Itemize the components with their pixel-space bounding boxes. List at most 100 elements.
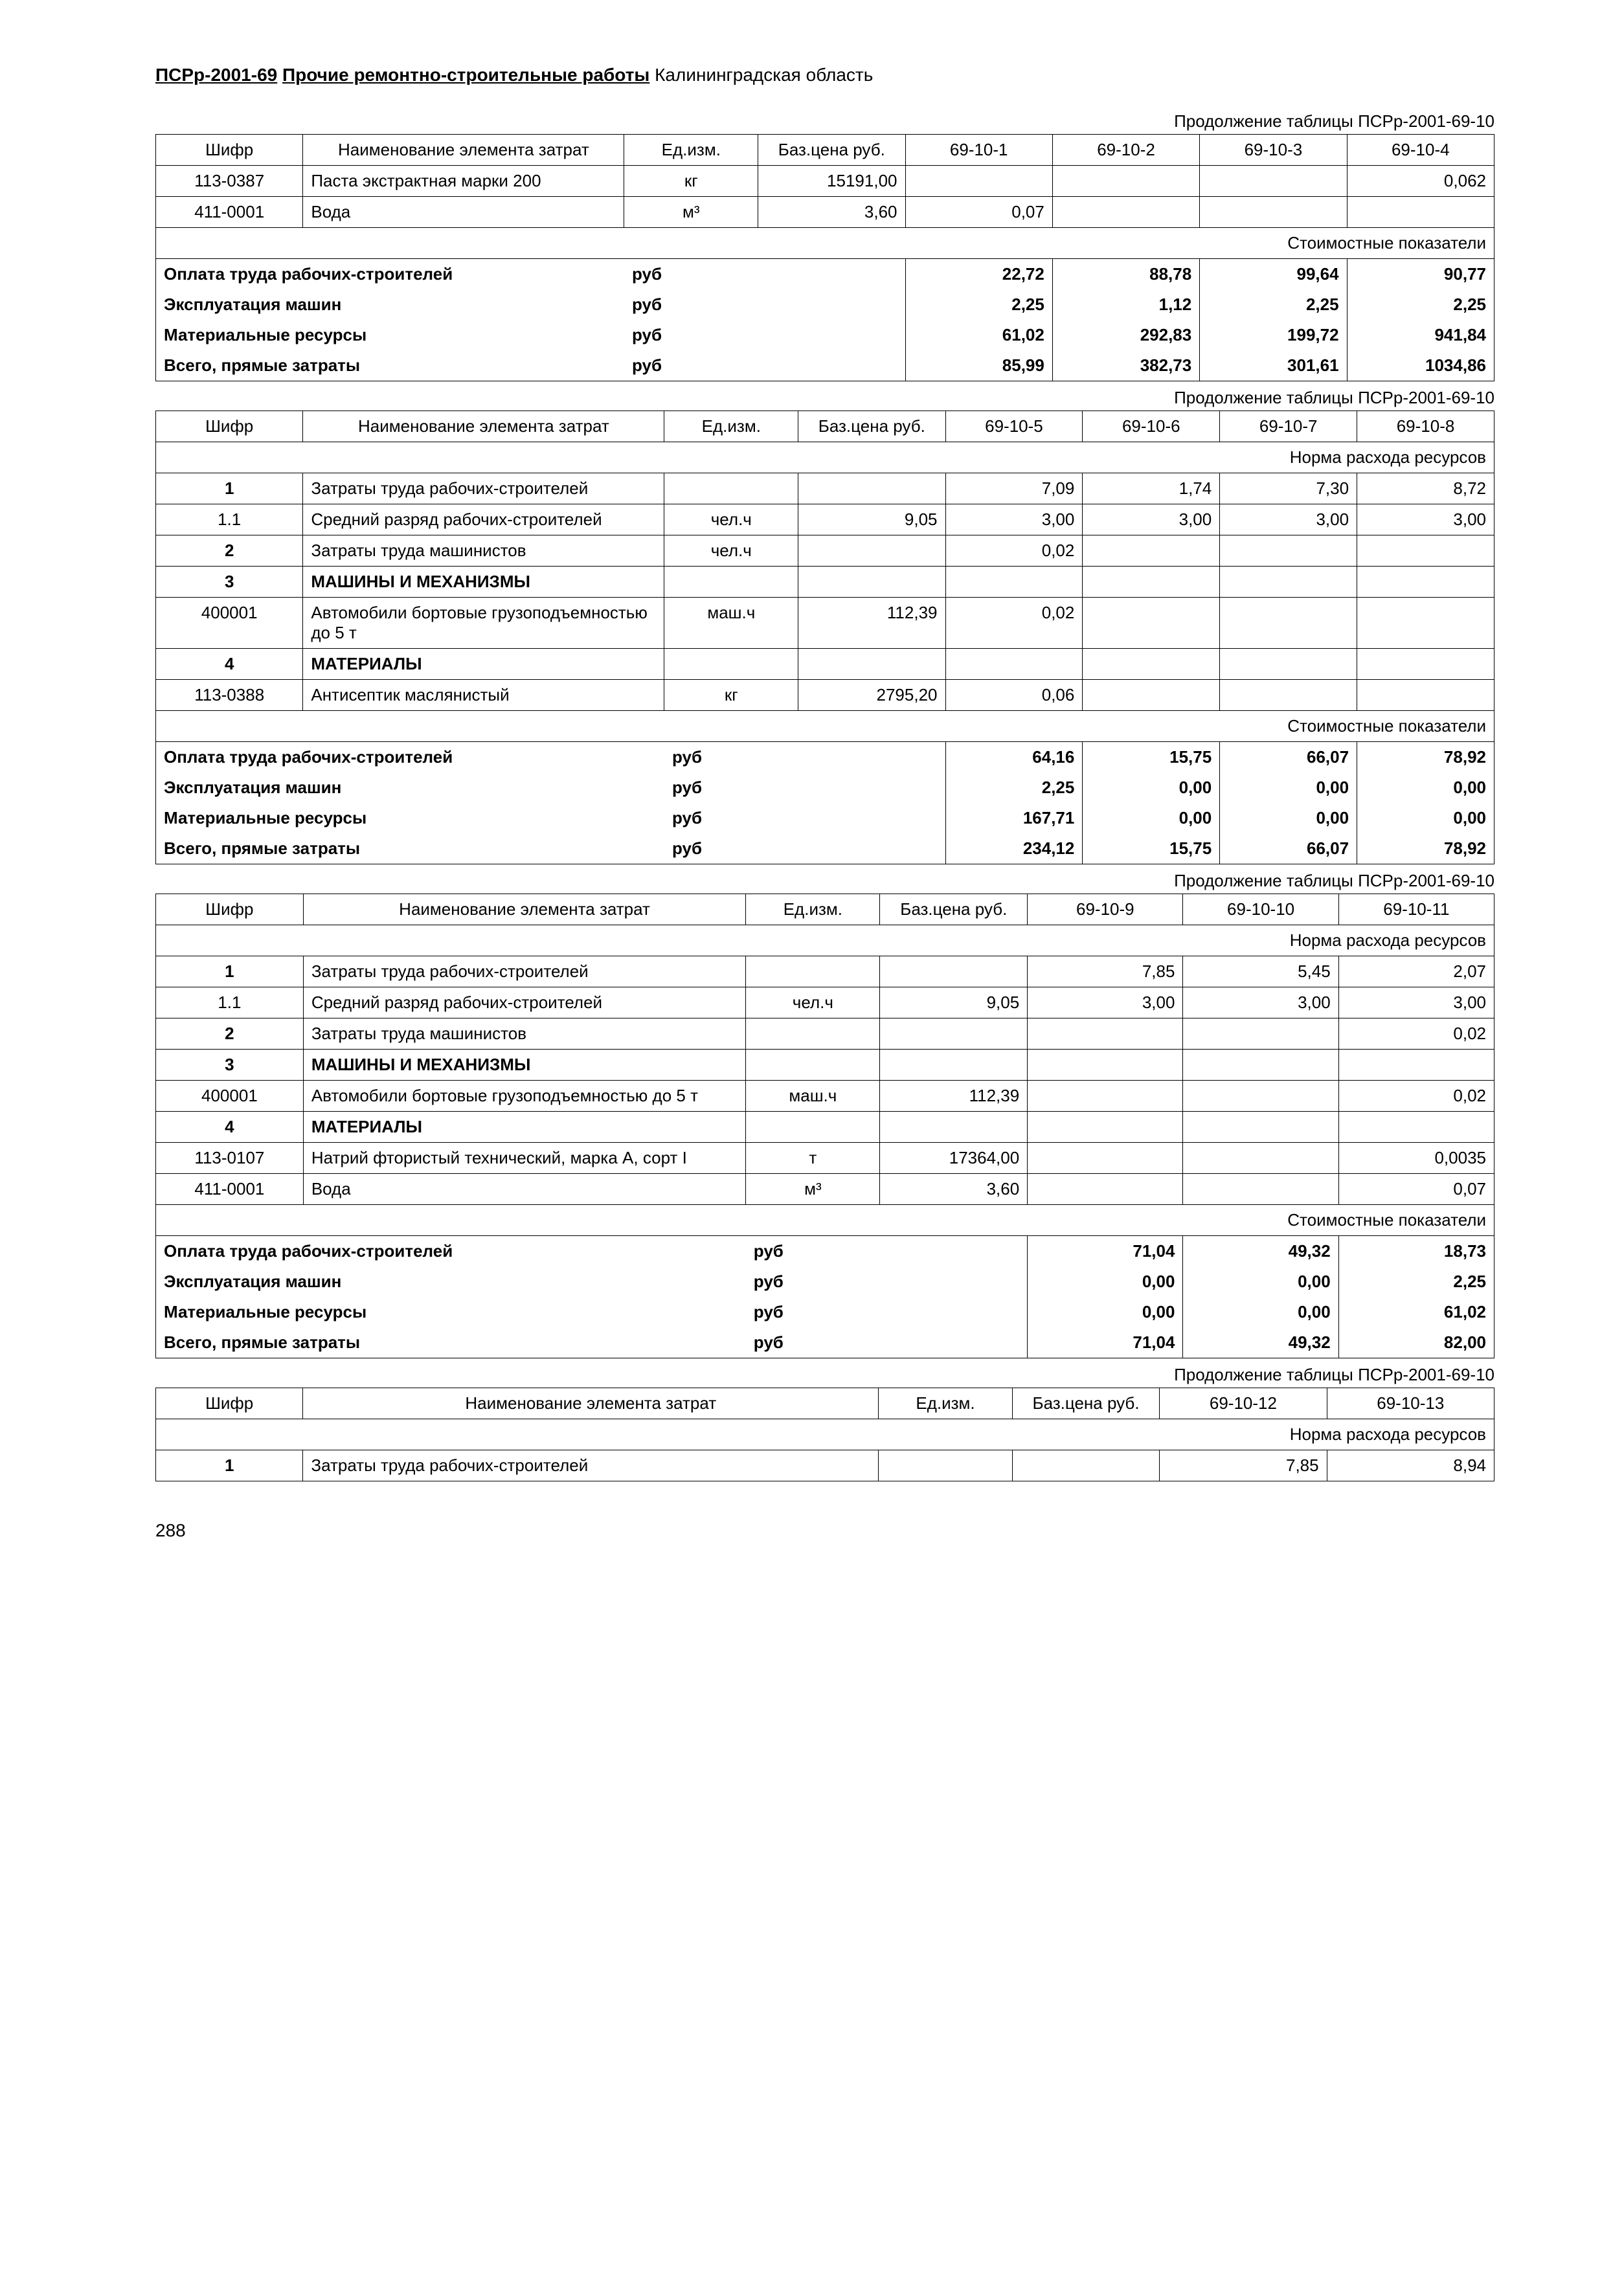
banner-row: Стоимостные показатели [156,711,1494,742]
cell-name: Затраты труда рабочих-строителей [303,473,664,504]
cell-value [1052,166,1199,197]
cost-label: Оплата труда рабочих-строителей [156,742,664,773]
col-code: 69-10-9 [1028,894,1183,925]
table-row: 2Затраты труда машинистов0,02 [156,1018,1494,1050]
cost-value: 49,32 [1183,1236,1338,1267]
table-row: 3МАШИНЫ И МЕХАНИЗМЫ [156,567,1494,598]
cell-unit: маш.ч [664,598,798,649]
cell-shifr: 113-0387 [156,166,303,197]
cell-unit: м³ [746,1174,880,1205]
cell-shifr: 1 [156,473,303,504]
cost-row: Эксплуатация машинруб2,250,000,000,00 [156,772,1494,803]
col-name: Наименование элемента затрат [303,894,745,925]
cost-label: Оплата труда рабочих-строителей [156,259,624,290]
cost-value: 15,75 [1083,833,1220,864]
cost-unit: руб [624,350,758,381]
cell-unit: чел.ч [664,504,798,535]
banner-row: Стоимостные показатели [156,1205,1494,1236]
cell-value: 5,45 [1183,956,1338,987]
cell-shifr: 400001 [156,1081,304,1112]
cost-value: 49,32 [1183,1327,1338,1358]
cell-name: МАШИНЫ И МЕХАНИЗМЫ [303,1050,745,1081]
cell-value [1183,1143,1338,1174]
cost-value: 292,83 [1052,320,1199,350]
cell-value [1028,1081,1183,1112]
col-unit: Ед.изм. [624,135,758,166]
cost-value: 941,84 [1347,320,1494,350]
cell-shifr: 113-0107 [156,1143,304,1174]
cost-value: 66,07 [1220,742,1357,773]
cell-value [1220,567,1357,598]
cost-row: Всего, прямые затратыруб85,99382,73301,6… [156,350,1494,381]
banner-label: Стоимостные показатели [945,711,1494,742]
cell-value [1220,649,1357,680]
col-code: 69-10-7 [1220,411,1357,442]
col-code: 69-10-11 [1338,894,1494,925]
cell-price [798,567,945,598]
table-row: 1.1Средний разряд рабочих-строителейчел.… [156,987,1494,1018]
col-code: 69-10-8 [1357,411,1494,442]
cost-value: 78,92 [1357,742,1494,773]
cell-value: 2,07 [1338,956,1494,987]
cell-shifr: 3 [156,1050,304,1081]
cell-value: 0,02 [945,598,1083,649]
cell-price [880,956,1028,987]
cell-shifr: 411-0001 [156,197,303,228]
cost-value: 0,00 [1083,772,1220,803]
table-2: ШифрНаименование элемента затратЕд.изм.Б… [155,410,1494,864]
cell-name: Средний разряд рабочих-строителей [303,504,664,535]
cell-unit [664,649,798,680]
col-shifr: Шифр [156,894,304,925]
cell-value: 3,00 [1083,504,1220,535]
cell-name: МАТЕРИАЛЫ [303,1112,745,1143]
banner-label: Норма расхода ресурсов [945,442,1494,473]
col-price: Баз.цена руб. [880,894,1028,925]
banner-row: Норма расхода ресурсов [156,1419,1494,1450]
cell-value [945,649,1083,680]
cost-value: 0,00 [1357,772,1494,803]
cell-value [1357,598,1494,649]
cost-row: Эксплуатация машинруб0,000,002,25 [156,1266,1494,1297]
cost-value: 2,25 [1200,289,1347,320]
cell-price: 17364,00 [880,1143,1028,1174]
cost-label: Эксплуатация машин [156,1266,746,1297]
cost-value: 2,25 [945,772,1083,803]
table-row: 113-0388Антисептик маслянистыйкг2795,200… [156,680,1494,711]
cell-shifr: 1.1 [156,504,303,535]
cost-value: 61,02 [1338,1297,1494,1327]
cost-value: 0,00 [1083,803,1220,833]
cost-value: 199,72 [1200,320,1347,350]
col-code: 69-10-10 [1183,894,1338,925]
banner-label: Стоимостные показатели [1028,1205,1494,1236]
cell-price: 15191,00 [758,166,905,197]
cost-unit: руб [746,1266,880,1297]
cell-value: 0,06 [945,680,1083,711]
cost-label: Материальные ресурсы [156,320,624,350]
cell-value: 0,02 [1338,1081,1494,1112]
cell-unit [746,1050,880,1081]
cell-shifr: 3 [156,567,303,598]
cell-unit [664,567,798,598]
cost-value: 0,00 [1220,772,1357,803]
cell-unit: маш.ч [746,1081,880,1112]
cell-value [1028,1143,1183,1174]
cell-value [945,567,1083,598]
cell-price [880,1050,1028,1081]
cost-label: Оплата труда рабочих-строителей [156,1236,746,1267]
page-number: 288 [155,1520,1494,1541]
continuation-label: Продолжение таблицы ПСРр-2001-69-10 [155,871,1494,891]
cost-value: 167,71 [945,803,1083,833]
col-code: 69-10-13 [1327,1388,1494,1419]
banner-label: Норма расхода ресурсов [1028,925,1494,956]
cell-value: 1,74 [1083,473,1220,504]
cell-value [1183,1112,1338,1143]
cost-value: 2,25 [1338,1266,1494,1297]
table-row: 1Затраты труда рабочих-строителей7,855,4… [156,956,1494,987]
cell-shifr: 4 [156,1112,304,1143]
cost-value: 90,77 [1347,259,1494,290]
continuation-label: Продолжение таблицы ПСРр-2001-69-10 [155,388,1494,408]
cell-value: 0,07 [905,197,1052,228]
cost-label: Материальные ресурсы [156,803,664,833]
cell-price: 112,39 [880,1081,1028,1112]
cost-value: 1,12 [1052,289,1199,320]
